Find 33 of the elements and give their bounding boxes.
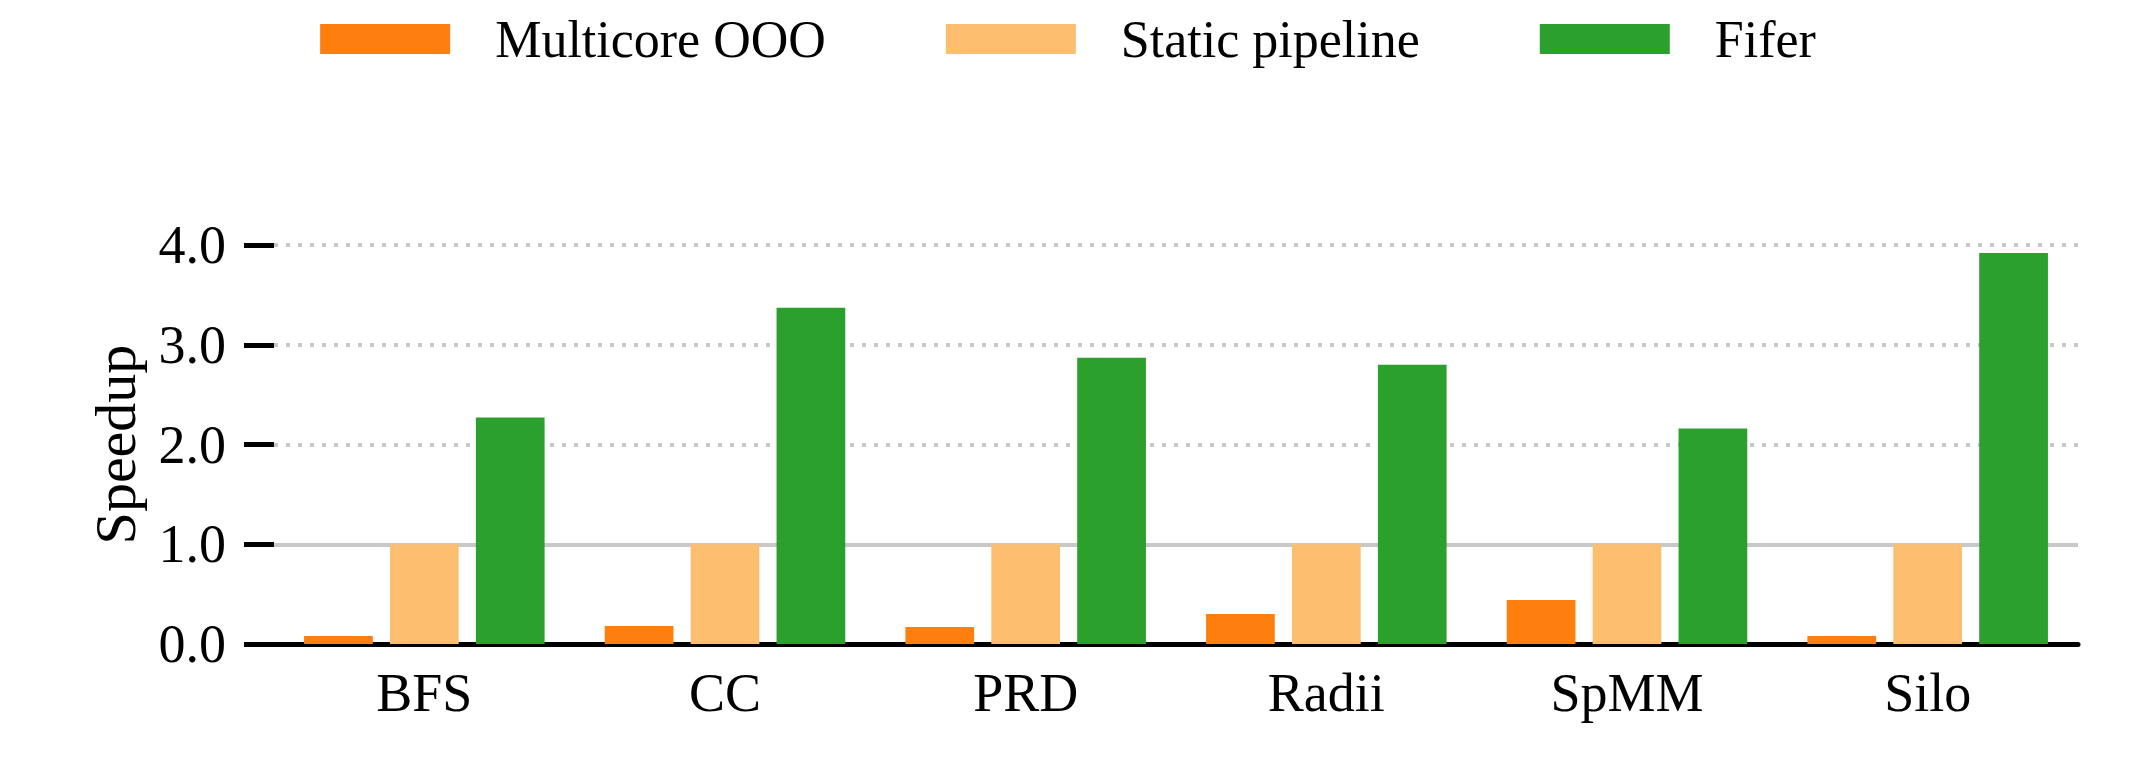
bar [1893,544,1963,644]
legend-label: Static pipeline [1120,10,1420,68]
bar [1678,428,1748,644]
bar [389,544,459,644]
y-tick-label: 3.0 [158,314,226,375]
bar [1291,544,1361,644]
x-tick-label: CC [688,663,762,723]
y-axis-title: Speedup [82,344,148,545]
bar [475,417,545,644]
bar [1592,544,1662,644]
bar [1206,614,1275,644]
x-tick-label: Silo [1884,663,1972,723]
bar [1077,357,1146,644]
legend-label: Multicore OOO [495,10,826,68]
bar [776,307,846,644]
y-tick-label: 1.0 [158,514,226,575]
bar [1377,364,1447,644]
bar [604,626,674,644]
y-tick-label: 2.0 [158,414,226,475]
bar [991,544,1061,644]
x-tick-label: SpMM [1550,663,1704,723]
x-tick-label: Radii [1267,663,1385,723]
bar [1506,600,1576,644]
bar [905,627,975,644]
x-tick-label: BFS [376,663,473,723]
bar [1807,636,1877,644]
bar [1979,252,2048,644]
bar [690,544,760,644]
x-tick-label: PRD [973,663,1079,723]
y-tick-label: 0.0 [158,614,226,674]
y-tick-label: 4.0 [158,215,226,275]
bar [304,636,373,644]
legend-label: Fifer [1714,10,1816,68]
